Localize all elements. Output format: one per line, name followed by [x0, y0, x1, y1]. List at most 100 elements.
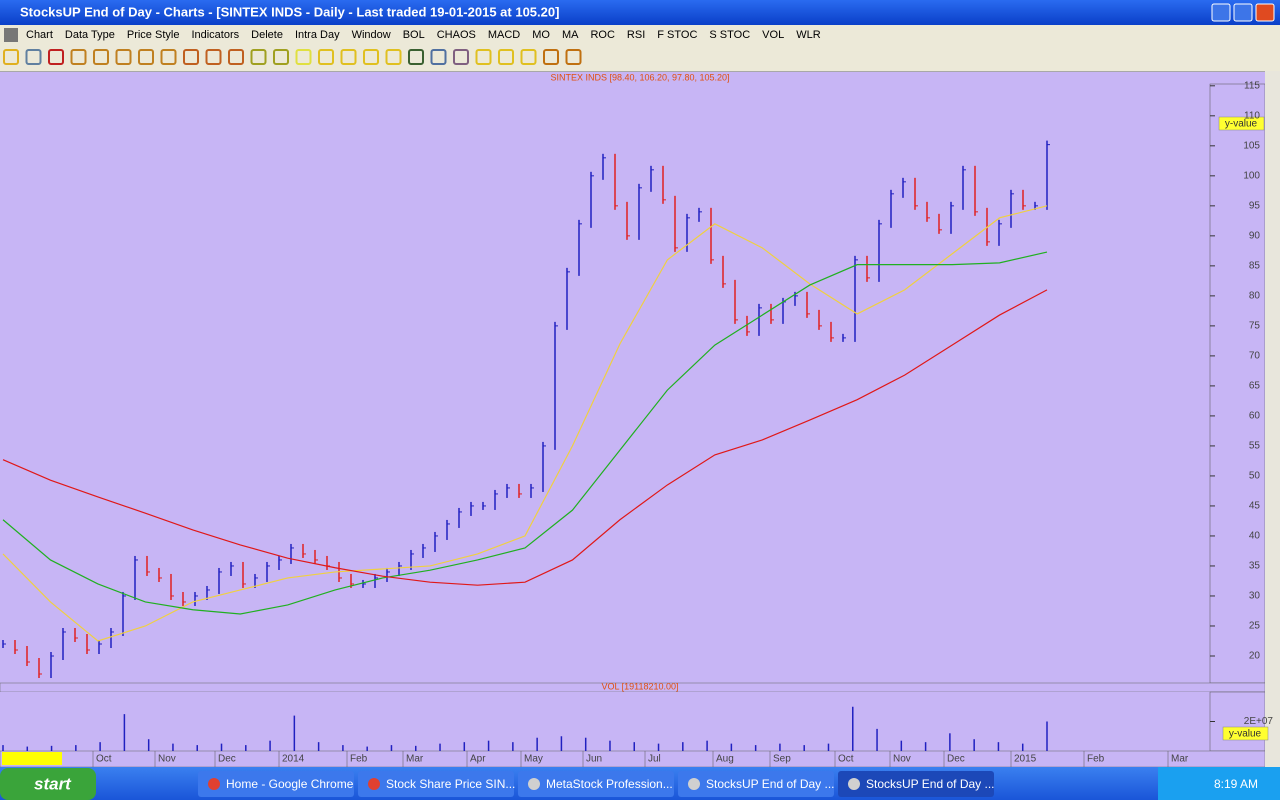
menu-item[interactable]: F STOC [657, 29, 697, 41]
toolbar-icon[interactable] [205, 49, 222, 65]
toolbar-icon[interactable] [250, 49, 267, 65]
menu-item[interactable]: Chart [26, 29, 53, 41]
price-bar [842, 333, 846, 342]
price-bar [134, 555, 138, 600]
toolbar-icon[interactable] [430, 49, 447, 65]
task-button[interactable] [678, 771, 834, 797]
task-button[interactable] [838, 771, 994, 797]
toolbar-icon[interactable] [138, 49, 154, 65]
menu-item[interactable]: MACD [488, 29, 520, 41]
volume-title: VOL [19118210.00] [601, 681, 678, 691]
toolbar-icon[interactable] [160, 49, 177, 65]
menu-item[interactable]: BOL [403, 29, 425, 41]
menu-bar [0, 25, 1280, 45]
price-bar [890, 189, 894, 228]
price-bar [506, 483, 510, 498]
task-label[interactable]: Stock Share Price SIN... [386, 777, 515, 791]
price-bar [122, 591, 126, 636]
price-bar [110, 627, 114, 648]
menu-item[interactable]: MO [532, 29, 550, 41]
toolbar-icon[interactable] [3, 49, 19, 65]
toolbar-icon[interactable] [363, 49, 379, 65]
task-label[interactable]: Home - Google Chrome [226, 777, 354, 791]
menu-item[interactable]: VOL [762, 29, 784, 41]
scrollbar[interactable] [1265, 683, 1280, 767]
price-bar [470, 501, 474, 516]
toolbar-icon[interactable] [295, 49, 312, 65]
menu-item[interactable]: Window [352, 29, 391, 41]
menu-item[interactable]: Intra Day [295, 29, 340, 41]
x-tick-label: Feb [1087, 754, 1105, 765]
toolbar-icon[interactable] [543, 49, 559, 65]
scrollbar[interactable] [1265, 71, 1280, 683]
toolbar-icon[interactable] [48, 49, 64, 65]
price-bar [530, 483, 534, 498]
maximize[interactable] [1233, 3, 1253, 22]
toolbar-icon[interactable] [318, 49, 334, 65]
toolbar-icons [3, 49, 582, 65]
y-tick-label: 90 [1249, 230, 1261, 241]
menu-item[interactable]: WLR [796, 29, 821, 41]
toolbar-icon[interactable] [498, 49, 514, 65]
price-bar [866, 255, 870, 282]
toolbar-icon[interactable] [70, 49, 87, 65]
menu-item[interactable]: ROC [590, 29, 615, 41]
date-axis [0, 750, 1266, 768]
start-label[interactable]: start [34, 774, 72, 793]
price-bar [86, 633, 90, 654]
price-panel [0, 84, 1210, 683]
task-button[interactable] [198, 771, 354, 797]
y-tick-label: 60 [1249, 411, 1261, 422]
menu-item[interactable]: MA [562, 29, 579, 41]
price-bar [698, 207, 702, 222]
price-bar [50, 651, 54, 678]
toolbar-icon[interactable] [408, 49, 424, 65]
task-button[interactable] [518, 771, 674, 797]
toolbar-icon[interactable] [453, 49, 469, 65]
price-bar [230, 561, 234, 576]
toolbar-icon[interactable] [115, 49, 132, 65]
task-label[interactable]: MetaStock Profession... [546, 777, 673, 791]
menu-item[interactable]: Indicators [191, 29, 239, 41]
price-bar [554, 321, 558, 450]
price-bar [950, 201, 954, 234]
task-label[interactable]: StocksUP End of Day ... [706, 777, 835, 791]
toolbar-icon[interactable] [340, 49, 357, 65]
minimize[interactable] [1211, 3, 1231, 22]
x-tick-label: Apr [470, 754, 486, 765]
y-tick-label: 100 [1243, 170, 1260, 181]
toolbar-icon[interactable] [25, 49, 42, 65]
x-tick-label: Dec [947, 754, 965, 765]
price-bar [194, 591, 198, 606]
close[interactable] [1255, 3, 1275, 22]
menu-item[interactable]: Price Style [127, 29, 180, 41]
toolbar-icon[interactable] [385, 49, 402, 65]
price-bar [578, 219, 582, 276]
menu-item[interactable]: Data Type [65, 29, 115, 41]
price-bar [482, 501, 486, 510]
price-bar [422, 543, 426, 558]
menu-item[interactable]: RSI [627, 29, 645, 41]
clock: 8:19 AM [1214, 777, 1258, 791]
toolbar-icon[interactable] [273, 49, 289, 65]
y-tick-label: 40 [1249, 531, 1261, 542]
toolbar-icon[interactable] [93, 49, 109, 65]
price-bar [2, 639, 6, 648]
toolbar-icon[interactable] [183, 49, 199, 65]
toolbar-icon[interactable] [475, 49, 492, 65]
price-bar [206, 585, 210, 600]
toolbar-icon[interactable] [228, 49, 244, 65]
menu-item[interactable]: CHAOS [437, 29, 476, 41]
toolbar-icon[interactable] [565, 49, 582, 65]
price-bar [26, 645, 30, 666]
toolbar-icon[interactable] [520, 49, 537, 65]
menu-item[interactable]: Delete [251, 29, 283, 41]
price-bar [170, 573, 174, 600]
price-bar [494, 489, 498, 510]
task-button[interactable] [358, 771, 514, 797]
start-button[interactable] [0, 768, 96, 800]
x-tick-label: Feb [350, 754, 368, 765]
task-label[interactable]: StocksUP End of Day ... [866, 777, 995, 791]
price-bar [758, 303, 762, 336]
menu-item[interactable]: S STOC [709, 29, 750, 41]
